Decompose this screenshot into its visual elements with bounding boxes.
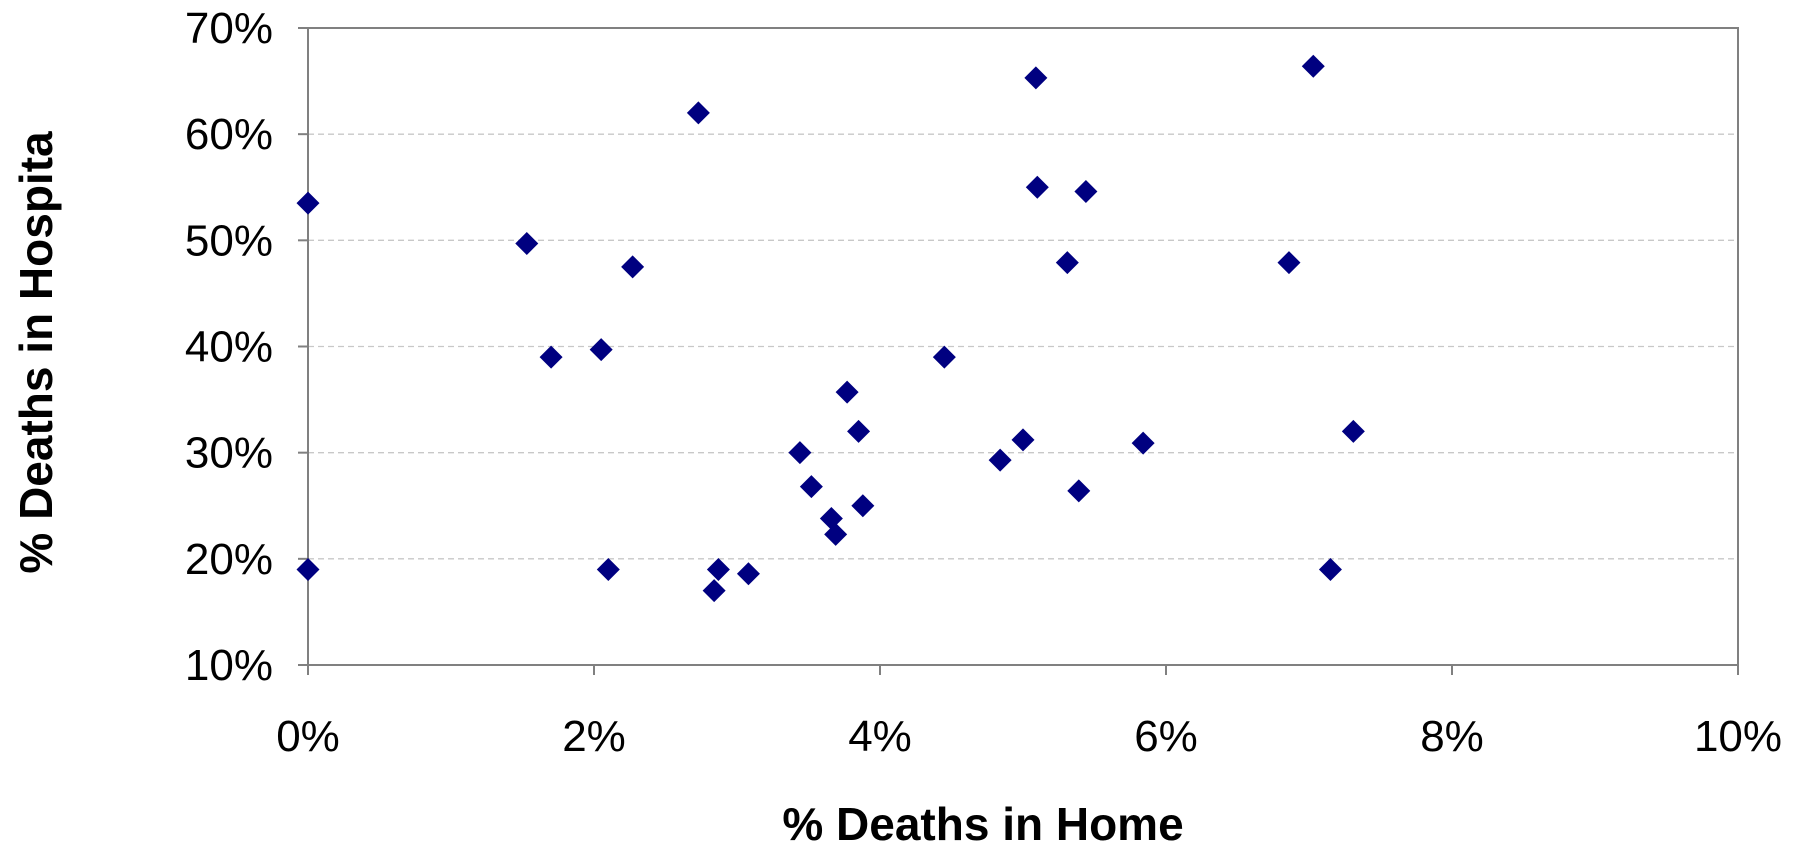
y-tick-label: 50% [185, 216, 273, 265]
data-point [1131, 431, 1155, 455]
data-point [296, 557, 320, 581]
y-tick-label: 40% [185, 323, 273, 372]
y-tick-label: 70% [185, 4, 273, 53]
data-point [1067, 479, 1091, 503]
y-tick-label: 60% [185, 110, 273, 159]
data-point [1318, 557, 1342, 581]
x-ticks: 0% 2% 4% 6% 8% 10% [276, 665, 1782, 761]
data-point [799, 475, 823, 499]
data-point [1277, 251, 1301, 275]
data-point [596, 557, 620, 581]
data-point [706, 557, 730, 581]
x-tick-label: 8% [1420, 712, 1484, 761]
data-points [296, 54, 1365, 603]
data-point [621, 255, 645, 279]
data-point [932, 345, 956, 369]
data-point [1055, 251, 1079, 275]
data-point [847, 419, 871, 443]
data-point [988, 448, 1012, 472]
y-axis-title: % Deaths in Hospita [10, 131, 62, 574]
data-point [686, 101, 710, 125]
x-axis-title: % Deaths in Home [782, 798, 1183, 848]
data-point [819, 506, 843, 530]
data-point [824, 522, 848, 546]
data-point [1341, 419, 1365, 443]
data-point [1301, 54, 1325, 78]
x-tick-label: 0% [276, 712, 340, 761]
data-point [788, 441, 812, 465]
y-ticks: 10% 20% 30% 40% 50% 60% 70% [185, 4, 308, 690]
y-tick-label: 10% [185, 641, 273, 690]
data-point [702, 579, 726, 603]
data-point [1011, 428, 1035, 452]
y-tick-label: 30% [185, 429, 273, 478]
x-tick-label: 2% [562, 712, 626, 761]
data-point [1024, 66, 1048, 90]
data-point [1025, 175, 1049, 199]
data-point [835, 380, 859, 404]
x-tick-label: 4% [848, 712, 912, 761]
data-point [736, 562, 760, 586]
data-point [515, 232, 539, 256]
y-tick-label: 20% [185, 535, 273, 584]
data-point [539, 345, 563, 369]
data-point [851, 494, 875, 518]
x-tick-label: 10% [1694, 712, 1782, 761]
data-point [1074, 179, 1098, 203]
data-point [296, 191, 320, 215]
gridlines [308, 133, 1738, 560]
x-tick-label: 6% [1134, 712, 1198, 761]
data-point [589, 338, 613, 362]
